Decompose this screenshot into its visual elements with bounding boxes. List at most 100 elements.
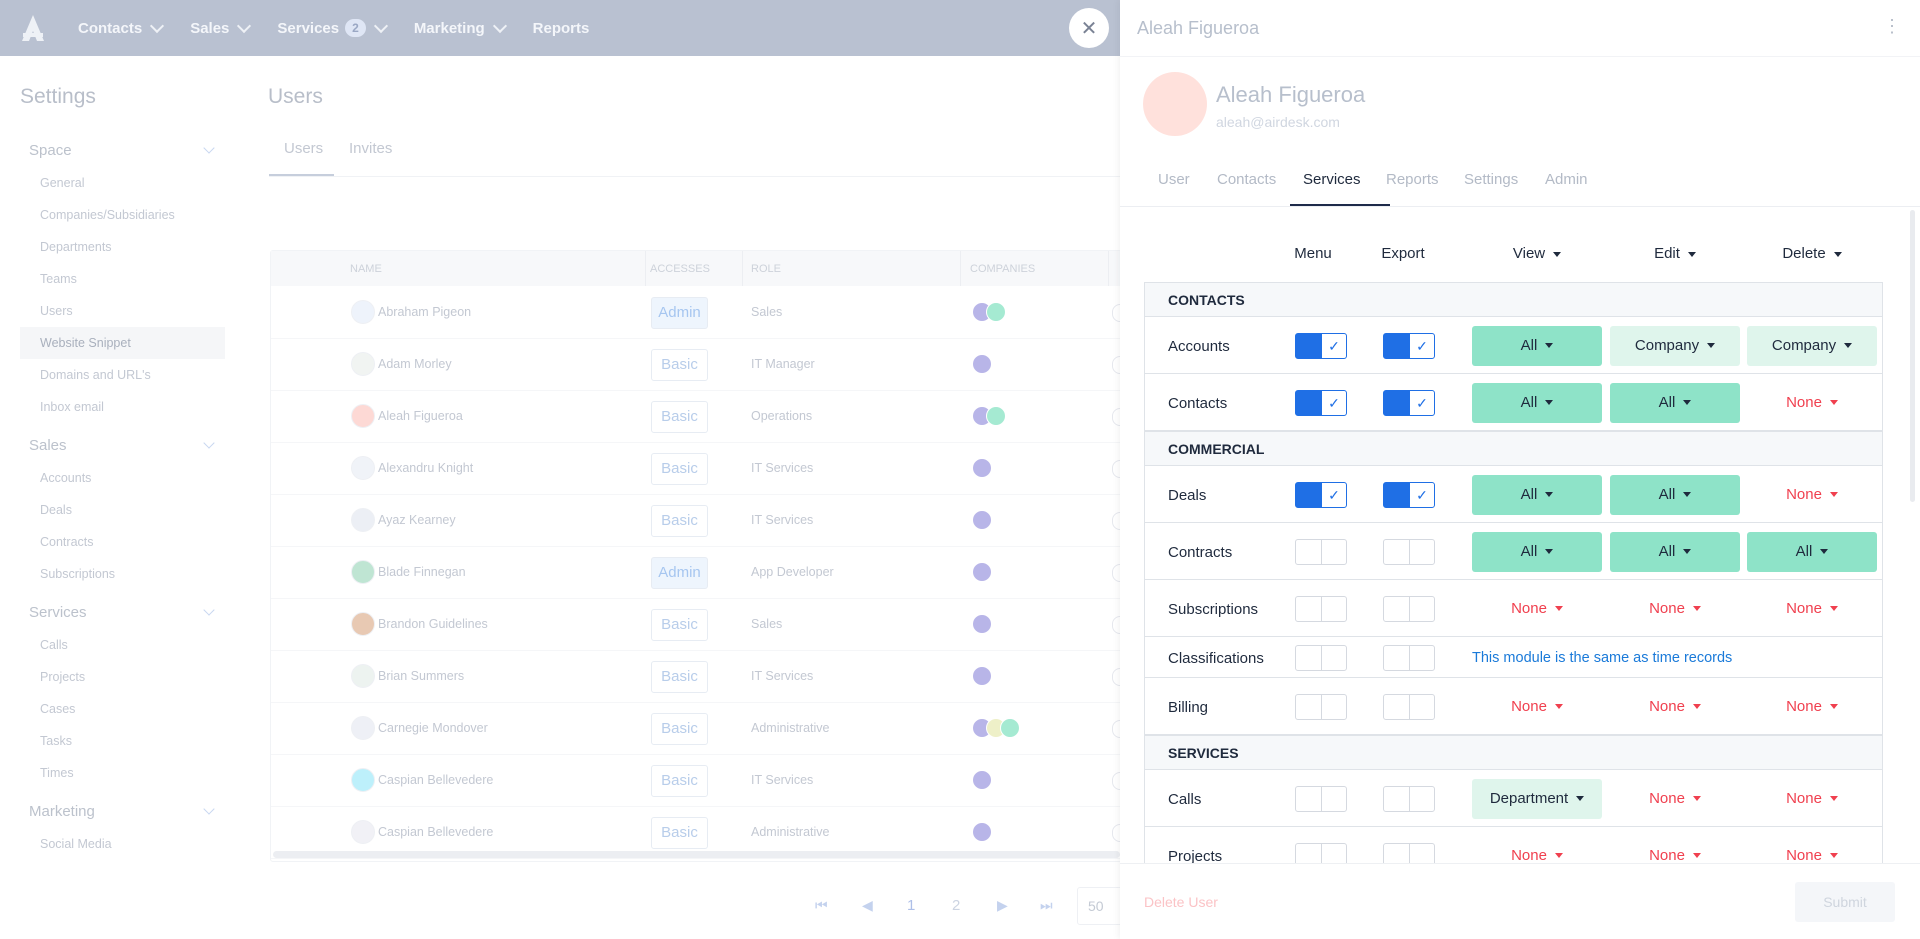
permission-dropdown[interactable]: None <box>1610 589 1740 629</box>
permission-dropdown[interactable]: None <box>1610 836 1740 863</box>
sidebar-item[interactable]: General <box>40 176 85 190</box>
delete-user[interactable]: Delete User <box>1144 894 1218 910</box>
sidebar-item[interactable]: Website Snippet <box>40 336 131 350</box>
kebab[interactable]: ⋮ <box>1883 16 1901 36</box>
permission-dropdown[interactable]: Company <box>1747 325 1877 366</box>
column-header[interactable]: View <box>1477 245 1597 262</box>
sidebar-item[interactable]: Deals <box>40 503 72 517</box>
permission-dropdown[interactable]: All <box>1747 531 1877 572</box>
sidebar-section[interactable]: Space <box>29 142 72 159</box>
permission-dropdown[interactable]: None <box>1472 836 1602 863</box>
page-number[interactable]: 2 <box>952 897 961 914</box>
panel-tab[interactable]: Settings <box>1464 171 1519 188</box>
close-button[interactable]: ✕ <box>1069 8 1109 48</box>
panel-tab[interactable]: User <box>1158 171 1190 188</box>
permission-dropdown[interactable]: All <box>1610 474 1740 515</box>
sidebar-item[interactable]: Departments <box>40 240 112 254</box>
permission-dropdown[interactable]: All <box>1472 474 1602 515</box>
toggle[interactable] <box>1383 595 1435 622</box>
sidebar-item[interactable]: Cases <box>40 702 76 716</box>
user-name[interactable]: Brandon Guidelines <box>378 617 488 631</box>
toggle[interactable] <box>1295 538 1347 565</box>
nav-item[interactable]: Services 2 <box>277 18 388 37</box>
permission-dropdown[interactable]: Company <box>1610 325 1740 366</box>
user-name[interactable]: Alexandru Knight <box>378 461 474 475</box>
sidebar-item[interactable]: Users <box>40 304 73 318</box>
sidebar-item[interactable]: Teams <box>40 272 77 286</box>
sidebar-item[interactable]: Accounts <box>40 471 92 485</box>
permission-dropdown[interactable]: None <box>1472 687 1602 727</box>
sidebar-item[interactable]: Calls <box>40 638 68 652</box>
tab[interactable]: Users <box>284 140 324 157</box>
panel-tab[interactable]: Admin <box>1545 171 1588 188</box>
toggle[interactable]: ✓ <box>1295 481 1347 508</box>
sidebar-item[interactable]: Tasks <box>40 734 72 748</box>
page-number[interactable]: 1 <box>907 897 916 914</box>
panel-tab[interactable]: Reports <box>1386 171 1439 188</box>
permission-dropdown[interactable]: All <box>1472 382 1602 423</box>
permission-dropdown[interactable]: None <box>1747 836 1877 863</box>
user-name[interactable]: Adam Morley <box>378 357 452 371</box>
column-header[interactable]: Delete <box>1752 245 1872 262</box>
sidebar-item[interactable]: Social Media <box>40 837 112 851</box>
sidebar-item[interactable]: Times <box>40 766 74 780</box>
toggle[interactable] <box>1383 538 1435 565</box>
toggle[interactable] <box>1295 595 1347 622</box>
sidebar-item[interactable]: Contracts <box>40 535 94 549</box>
toggle[interactable] <box>1295 644 1347 671</box>
user-name[interactable]: Blade Finnegan <box>378 565 466 579</box>
user-name[interactable]: Ayaz Kearney <box>378 513 456 527</box>
sidebar-section[interactable]: Services <box>29 604 87 621</box>
toggle[interactable] <box>1295 842 1347 863</box>
permission-dropdown[interactable]: All <box>1610 382 1740 423</box>
toggle[interactable]: ✓ <box>1383 481 1435 508</box>
panel-tab[interactable]: Services <box>1303 171 1361 188</box>
permission-dropdown[interactable]: All <box>1472 531 1602 572</box>
permission-dropdown[interactable]: None <box>1472 589 1602 629</box>
permission-dropdown[interactable]: None <box>1610 687 1740 727</box>
user-name[interactable]: Aleah Figueroa <box>378 409 463 423</box>
permission-dropdown[interactable]: None <box>1610 779 1740 819</box>
toggle[interactable] <box>1383 842 1435 863</box>
pager-icon[interactable]: ◀ <box>862 897 873 913</box>
permission-dropdown[interactable]: None <box>1747 779 1877 819</box>
sidebar-item[interactable]: Projects <box>40 670 86 684</box>
panel-tab[interactable]: Contacts <box>1217 171 1277 188</box>
toggle[interactable] <box>1295 693 1347 720</box>
user-name[interactable]: Brian Summers <box>378 669 465 683</box>
sidebar-section[interactable]: Marketing <box>29 803 95 820</box>
submit-button[interactable]: Submit <box>1795 882 1895 922</box>
pager-icon[interactable]: ▶ <box>997 897 1008 913</box>
toggle[interactable]: ✓ <box>1295 332 1347 359</box>
sidebar-item[interactable]: Subscriptions <box>40 567 116 581</box>
nav-item[interactable]: Reports <box>533 20 590 37</box>
toggle[interactable] <box>1383 693 1435 720</box>
permission-dropdown[interactable]: Department <box>1472 778 1602 819</box>
nav-item[interactable]: Sales <box>190 18 252 37</box>
pager-icon[interactable]: ⏮ <box>815 897 828 913</box>
toggle[interactable] <box>1295 785 1347 812</box>
toggle[interactable] <box>1383 644 1435 671</box>
pager-icon[interactable]: ⏭ <box>1040 897 1053 913</box>
sidebar-item[interactable]: Domains and URL's <box>40 368 151 382</box>
user-name[interactable]: Abraham Pigeon <box>378 305 472 319</box>
permission-dropdown[interactable]: None <box>1747 383 1877 423</box>
toggle[interactable]: ✓ <box>1383 389 1435 416</box>
nav-item[interactable]: Marketing <box>414 18 507 37</box>
nav-item[interactable]: Contacts <box>78 18 165 37</box>
sidebar-section[interactable]: Sales <box>29 437 67 454</box>
permission-dropdown[interactable]: None <box>1747 687 1877 727</box>
user-name[interactable]: Carnegie Mondover <box>378 721 488 735</box>
toggle[interactable]: ✓ <box>1295 389 1347 416</box>
permission-dropdown[interactable]: None <box>1747 475 1877 515</box>
toggle[interactable]: ✓ <box>1383 332 1435 359</box>
column-header[interactable]: Edit <box>1615 245 1735 262</box>
toggle[interactable] <box>1383 785 1435 812</box>
permission-dropdown[interactable]: None <box>1747 589 1877 629</box>
tab[interactable]: Invites <box>349 140 393 157</box>
permission-dropdown[interactable]: All <box>1610 531 1740 572</box>
permission-dropdown[interactable]: All <box>1472 325 1602 366</box>
user-name[interactable]: Caspian Bellevedere <box>378 825 494 839</box>
sidebar-item[interactable]: Companies/Subsidiaries <box>40 208 175 222</box>
user-name[interactable]: Caspian Bellevedere <box>378 773 494 787</box>
